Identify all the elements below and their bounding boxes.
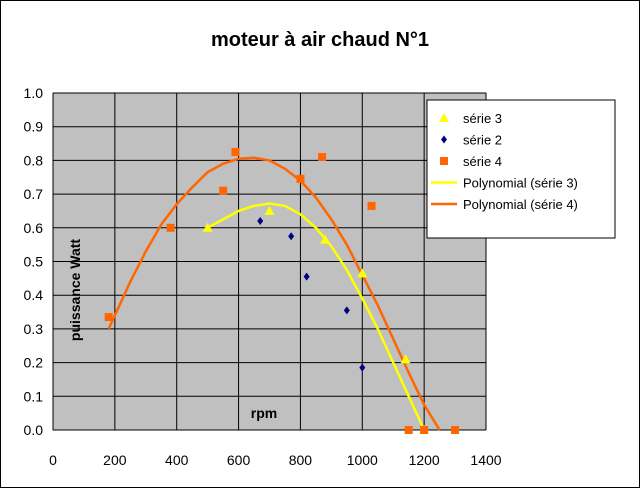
y-tick-label: 0.5 — [24, 254, 44, 270]
data-point — [318, 153, 327, 162]
data-point — [359, 363, 366, 372]
y-axis-label: puissance Watt — [67, 239, 83, 342]
legend-entry-label: Polynomial (série 4) — [463, 197, 578, 212]
data-point — [420, 426, 429, 434]
data-points — [104, 147, 460, 434]
x-axis-label: rpm — [251, 405, 277, 421]
data-point — [367, 201, 376, 210]
x-tick-label: 1000 — [347, 452, 378, 468]
legend-marker-swatch — [440, 157, 448, 165]
legend-entry-label: série 3 — [463, 111, 502, 126]
y-tick-label: 1.0 — [24, 85, 44, 101]
x-tick-label: 1200 — [409, 452, 440, 468]
data-point — [320, 234, 331, 244]
legend-marker-swatch — [441, 135, 447, 144]
chart-title: moteur à air chaud N°1 — [211, 29, 429, 51]
y-tick-label: 0.8 — [24, 152, 44, 168]
y-axis-ticks: 0.0 0.1 0.2 0.3 0.4 0.5 0.6 0.7 0.8 0.9 1.0 — [24, 85, 44, 438]
legend-marker-swatch — [439, 113, 449, 122]
data-point — [219, 186, 228, 195]
x-tick-label: 0 — [49, 452, 57, 468]
data-point — [202, 222, 213, 232]
y-tick-label: 0.3 — [24, 321, 44, 337]
data-point — [288, 232, 295, 241]
data-point — [257, 217, 264, 226]
data-point — [231, 147, 240, 156]
legend-entry-label: série 2 — [463, 133, 502, 148]
data-point — [104, 313, 113, 322]
legend-entry-label: Polynomial (série 3) — [463, 176, 578, 191]
x-axis-ticks: 0 200 400 600 800 1000 1200 1400 — [49, 452, 502, 468]
trend-curves — [107, 156, 441, 431]
data-point — [400, 354, 411, 364]
data-point — [303, 272, 310, 281]
y-tick-label: 0.2 — [24, 355, 44, 371]
x-tick-label: 1400 — [470, 452, 501, 468]
legend-box — [426, 99, 616, 239]
data-point — [296, 174, 305, 183]
y-tick-label: 0.6 — [24, 220, 44, 236]
x-tick-label: 400 — [165, 452, 189, 468]
data-point — [404, 426, 413, 434]
y-tick-label: 0.4 — [24, 287, 44, 303]
data-point — [264, 205, 275, 215]
y-tick-label: 0.7 — [24, 186, 44, 202]
trend-line — [107, 156, 441, 431]
legend-entry-label: série 4 — [463, 154, 502, 169]
data-point — [451, 426, 460, 434]
y-tick-label: 0.1 — [24, 388, 44, 404]
trend-line — [207, 202, 426, 431]
data-point — [357, 268, 368, 278]
y-tick-label: 0.0 — [24, 422, 44, 438]
x-tick-label: 600 — [227, 452, 251, 468]
x-tick-label: 800 — [289, 452, 313, 468]
legend: série 3 série 2 série 4 Polynomial (série 3… — [426, 99, 616, 239]
y-tick-label: 0.9 — [24, 119, 44, 135]
data-point — [166, 223, 175, 232]
data-point — [343, 306, 350, 315]
x-tick-label: 200 — [103, 452, 127, 468]
